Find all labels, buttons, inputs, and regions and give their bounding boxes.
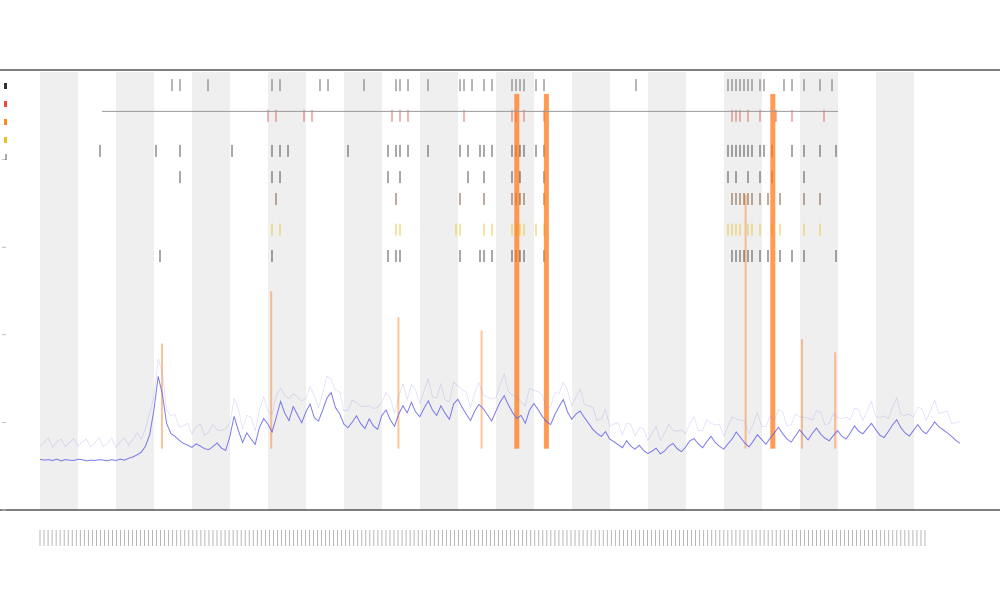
- spike-2: [397, 317, 400, 449]
- spike-0: [161, 343, 163, 449]
- shaded-bands: [40, 72, 914, 510]
- shaded-band-4: [344, 72, 382, 510]
- spike-1: [270, 291, 273, 449]
- spike-series: [161, 93, 837, 449]
- axes: [0, 69, 1000, 546]
- shaded-band-1: [116, 72, 154, 510]
- shaded-band-3: [268, 72, 306, 510]
- legend-swatch-3: [4, 137, 7, 143]
- shaded-band-7: [572, 72, 610, 510]
- legend-swatch-1: [4, 101, 7, 107]
- shaded-band-5: [420, 72, 458, 510]
- spike-7: [770, 93, 776, 449]
- shaded-band-10: [800, 72, 838, 510]
- spike-3: [480, 330, 483, 449]
- spike-8: [801, 339, 803, 449]
- baseline-line: [39, 376, 961, 462]
- spike-4: [514, 93, 520, 449]
- legend: [4, 83, 7, 160]
- shaded-band-0: [40, 72, 78, 510]
- shaded-band-9: [724, 72, 762, 510]
- shaded-band-8: [648, 72, 686, 510]
- shaded-band-11: [876, 72, 914, 510]
- spike-9: [834, 352, 837, 449]
- shaded-band-2: [192, 72, 230, 510]
- spike-5: [543, 93, 549, 449]
- legend-swatch-0: [4, 83, 7, 89]
- baseline-series: [39, 358, 961, 462]
- baseline-envelope: [39, 358, 961, 448]
- legend-swatch-2: [4, 119, 7, 125]
- spike-6: [744, 194, 747, 449]
